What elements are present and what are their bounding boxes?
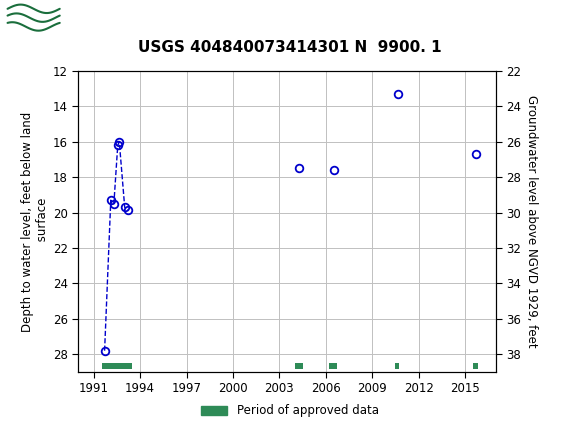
Y-axis label: Groundwater level above NGVD 1929, feet: Groundwater level above NGVD 1929, feet xyxy=(525,95,538,348)
Bar xyxy=(102,362,132,369)
Legend: Period of approved data: Period of approved data xyxy=(197,399,383,422)
Bar xyxy=(5,3,63,32)
Bar xyxy=(473,362,478,369)
Bar xyxy=(295,362,303,369)
Text: USGS: USGS xyxy=(70,9,117,25)
Bar xyxy=(329,362,336,369)
Y-axis label: Depth to water level, feet below land
 surface: Depth to water level, feet below land su… xyxy=(21,111,49,332)
Bar xyxy=(394,362,399,369)
Text: USGS 404840073414301 N  9900. 1: USGS 404840073414301 N 9900. 1 xyxy=(138,40,442,55)
